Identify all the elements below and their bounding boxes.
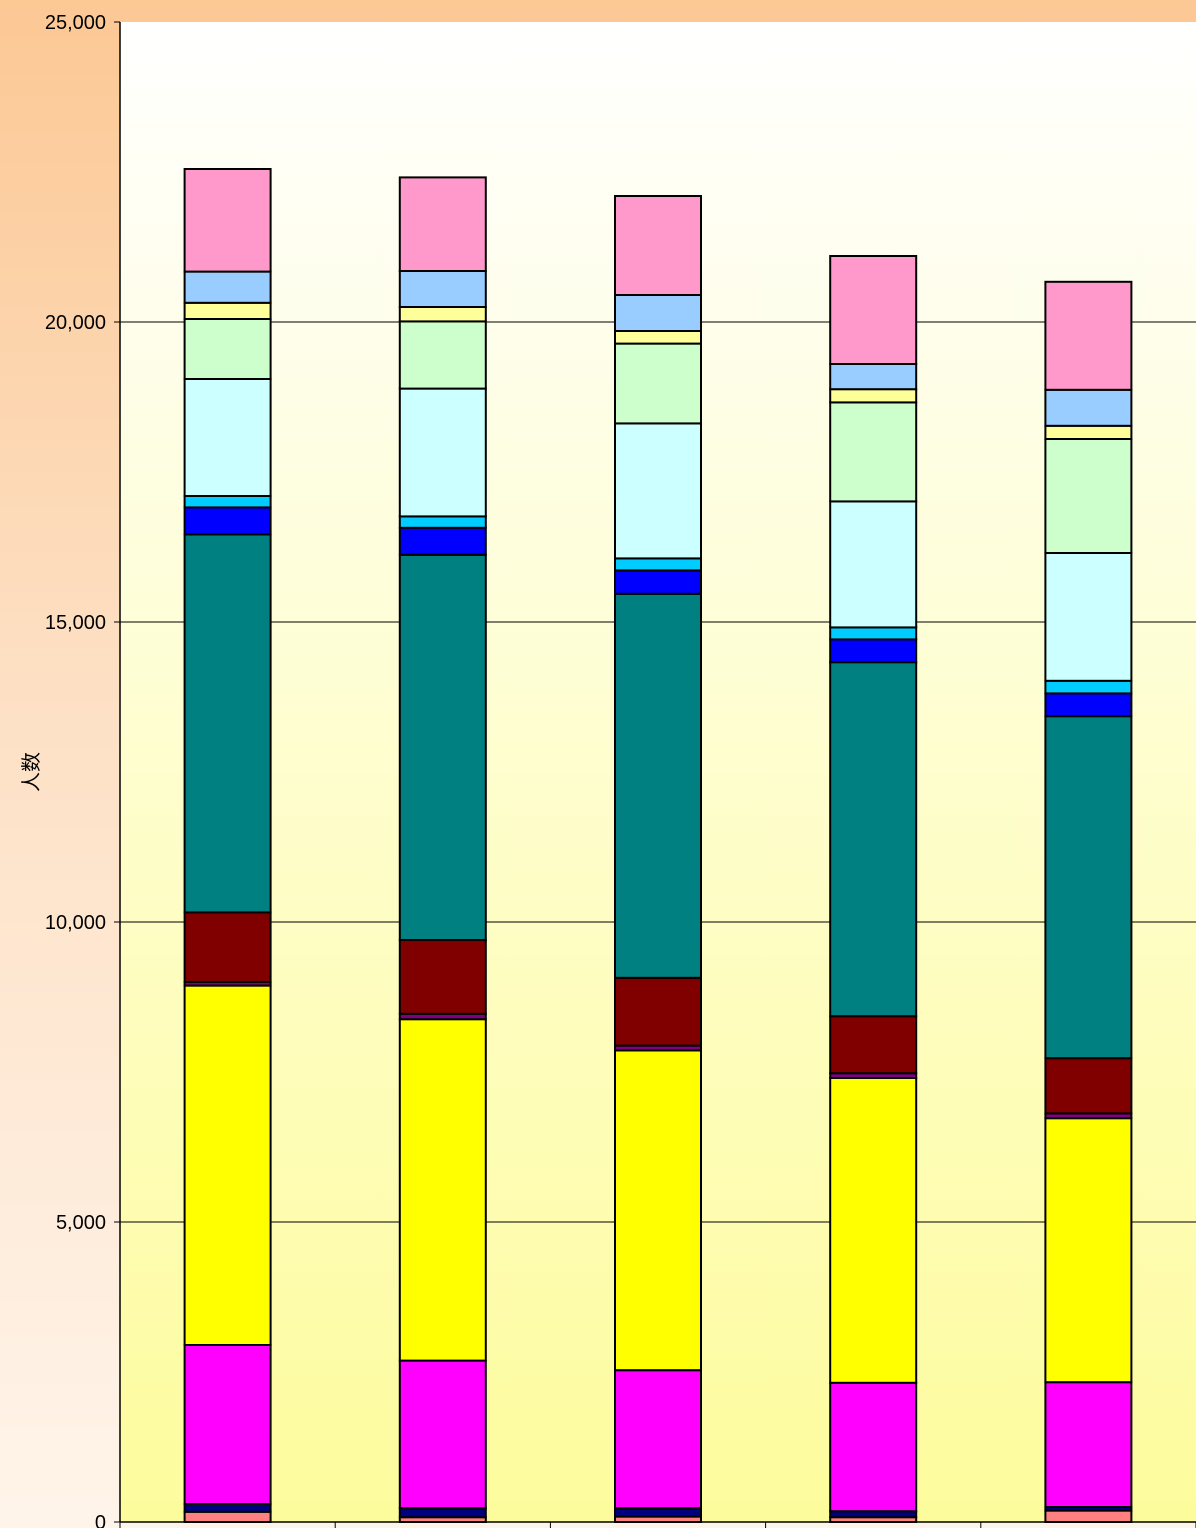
- bar-segment-1: [398, 1507, 487, 1519]
- bar-segment-11: [614, 330, 702, 345]
- bar-segment-12: [1044, 388, 1133, 427]
- bars: [183, 168, 1133, 1524]
- bar-segment-10: [183, 318, 272, 380]
- bar-segment-3: [183, 984, 272, 1346]
- bar-segment-7: [829, 638, 918, 664]
- bar-stack: [183, 168, 272, 1524]
- bar-segment-9: [614, 422, 702, 560]
- bar-segment-12: [614, 294, 702, 332]
- bar-segment-7: [183, 506, 272, 536]
- y-tick-label: 25,000: [45, 12, 106, 34]
- bar-segment-13: [614, 195, 702, 296]
- y-tick-label: 0: [95, 1512, 106, 1528]
- bar-segment-7: [398, 526, 487, 556]
- bar-segment-10: [1044, 438, 1133, 554]
- y-tick-label: 15,000: [45, 612, 106, 634]
- bar-segment-9: [829, 500, 918, 629]
- bar-segment-11: [829, 388, 918, 404]
- bar-segment-11: [1044, 424, 1133, 440]
- bar-segment-6: [1044, 715, 1133, 1060]
- bar-segment-12: [398, 270, 487, 308]
- bar-segment-2: [183, 1344, 272, 1505]
- bar-segment-12: [183, 270, 272, 304]
- bar-segment-2: [398, 1359, 487, 1510]
- bar-segment-6: [829, 661, 918, 1018]
- bar-stack: [829, 255, 918, 1523]
- bar-segment-6: [614, 592, 702, 979]
- bar-segment-1: [183, 1503, 272, 1513]
- bar-segment-7: [1044, 692, 1133, 718]
- bar-segment-8: [614, 557, 702, 572]
- bar-stack: [614, 195, 702, 1523]
- bar-segment-10: [829, 401, 918, 503]
- bar-segment-7: [614, 569, 702, 595]
- bar-segment-2: [829, 1381, 918, 1513]
- bar-segment-8: [1044, 679, 1133, 695]
- bar-segment-8: [398, 515, 487, 529]
- bar-segment-1: [614, 1507, 702, 1518]
- bar-segment-13: [398, 176, 487, 272]
- bar-segment-11: [398, 306, 487, 323]
- bar-segment-6: [183, 533, 272, 914]
- y-tick-labels: 0 5,000 10,000 15,000 20,000 25,000: [45, 12, 106, 1528]
- bar-segment-10: [398, 320, 487, 390]
- bar-segment-5: [829, 1015, 918, 1075]
- y-axis-title: 人数: [19, 752, 43, 792]
- y-tick-label: 5,000: [56, 1212, 106, 1234]
- bar-segment-2: [1044, 1381, 1133, 1508]
- bar-segment-5: [614, 976, 702, 1047]
- bar-segment-13: [829, 255, 918, 365]
- bar-segment-9: [1044, 552, 1133, 682]
- bar-segment-13: [1044, 280, 1133, 391]
- bar-segment-9: [183, 378, 272, 497]
- bar-segment-11: [183, 301, 272, 320]
- y-tick-label: 10,000: [45, 912, 106, 934]
- bar-segment-3: [398, 1018, 487, 1362]
- bar-segment-3: [614, 1049, 702, 1372]
- bar-segment-10: [614, 342, 702, 425]
- bar-segment-13: [183, 168, 272, 273]
- bar-segment-8: [829, 626, 918, 641]
- bar-segment-0: [1044, 1509, 1133, 1523]
- bar-segment-9: [398, 387, 487, 518]
- bar-segment-5: [183, 911, 272, 984]
- bar-segment-3: [1044, 1117, 1133, 1384]
- bar-segment-2: [614, 1369, 702, 1510]
- bar-segment-3: [829, 1077, 918, 1384]
- bar-segment-5: [1044, 1057, 1133, 1115]
- bar-segment-12: [829, 363, 918, 391]
- bar-segment-6: [398, 553, 487, 941]
- bar-segment-5: [398, 939, 487, 1015]
- bar-segment-0: [183, 1510, 272, 1524]
- axes: [114, 21, 1196, 1528]
- bar-stack: [398, 176, 487, 1523]
- bar-segment-8: [183, 495, 272, 509]
- bar-stack: [1044, 280, 1133, 1523]
- y-tick-label: 20,000: [45, 312, 106, 334]
